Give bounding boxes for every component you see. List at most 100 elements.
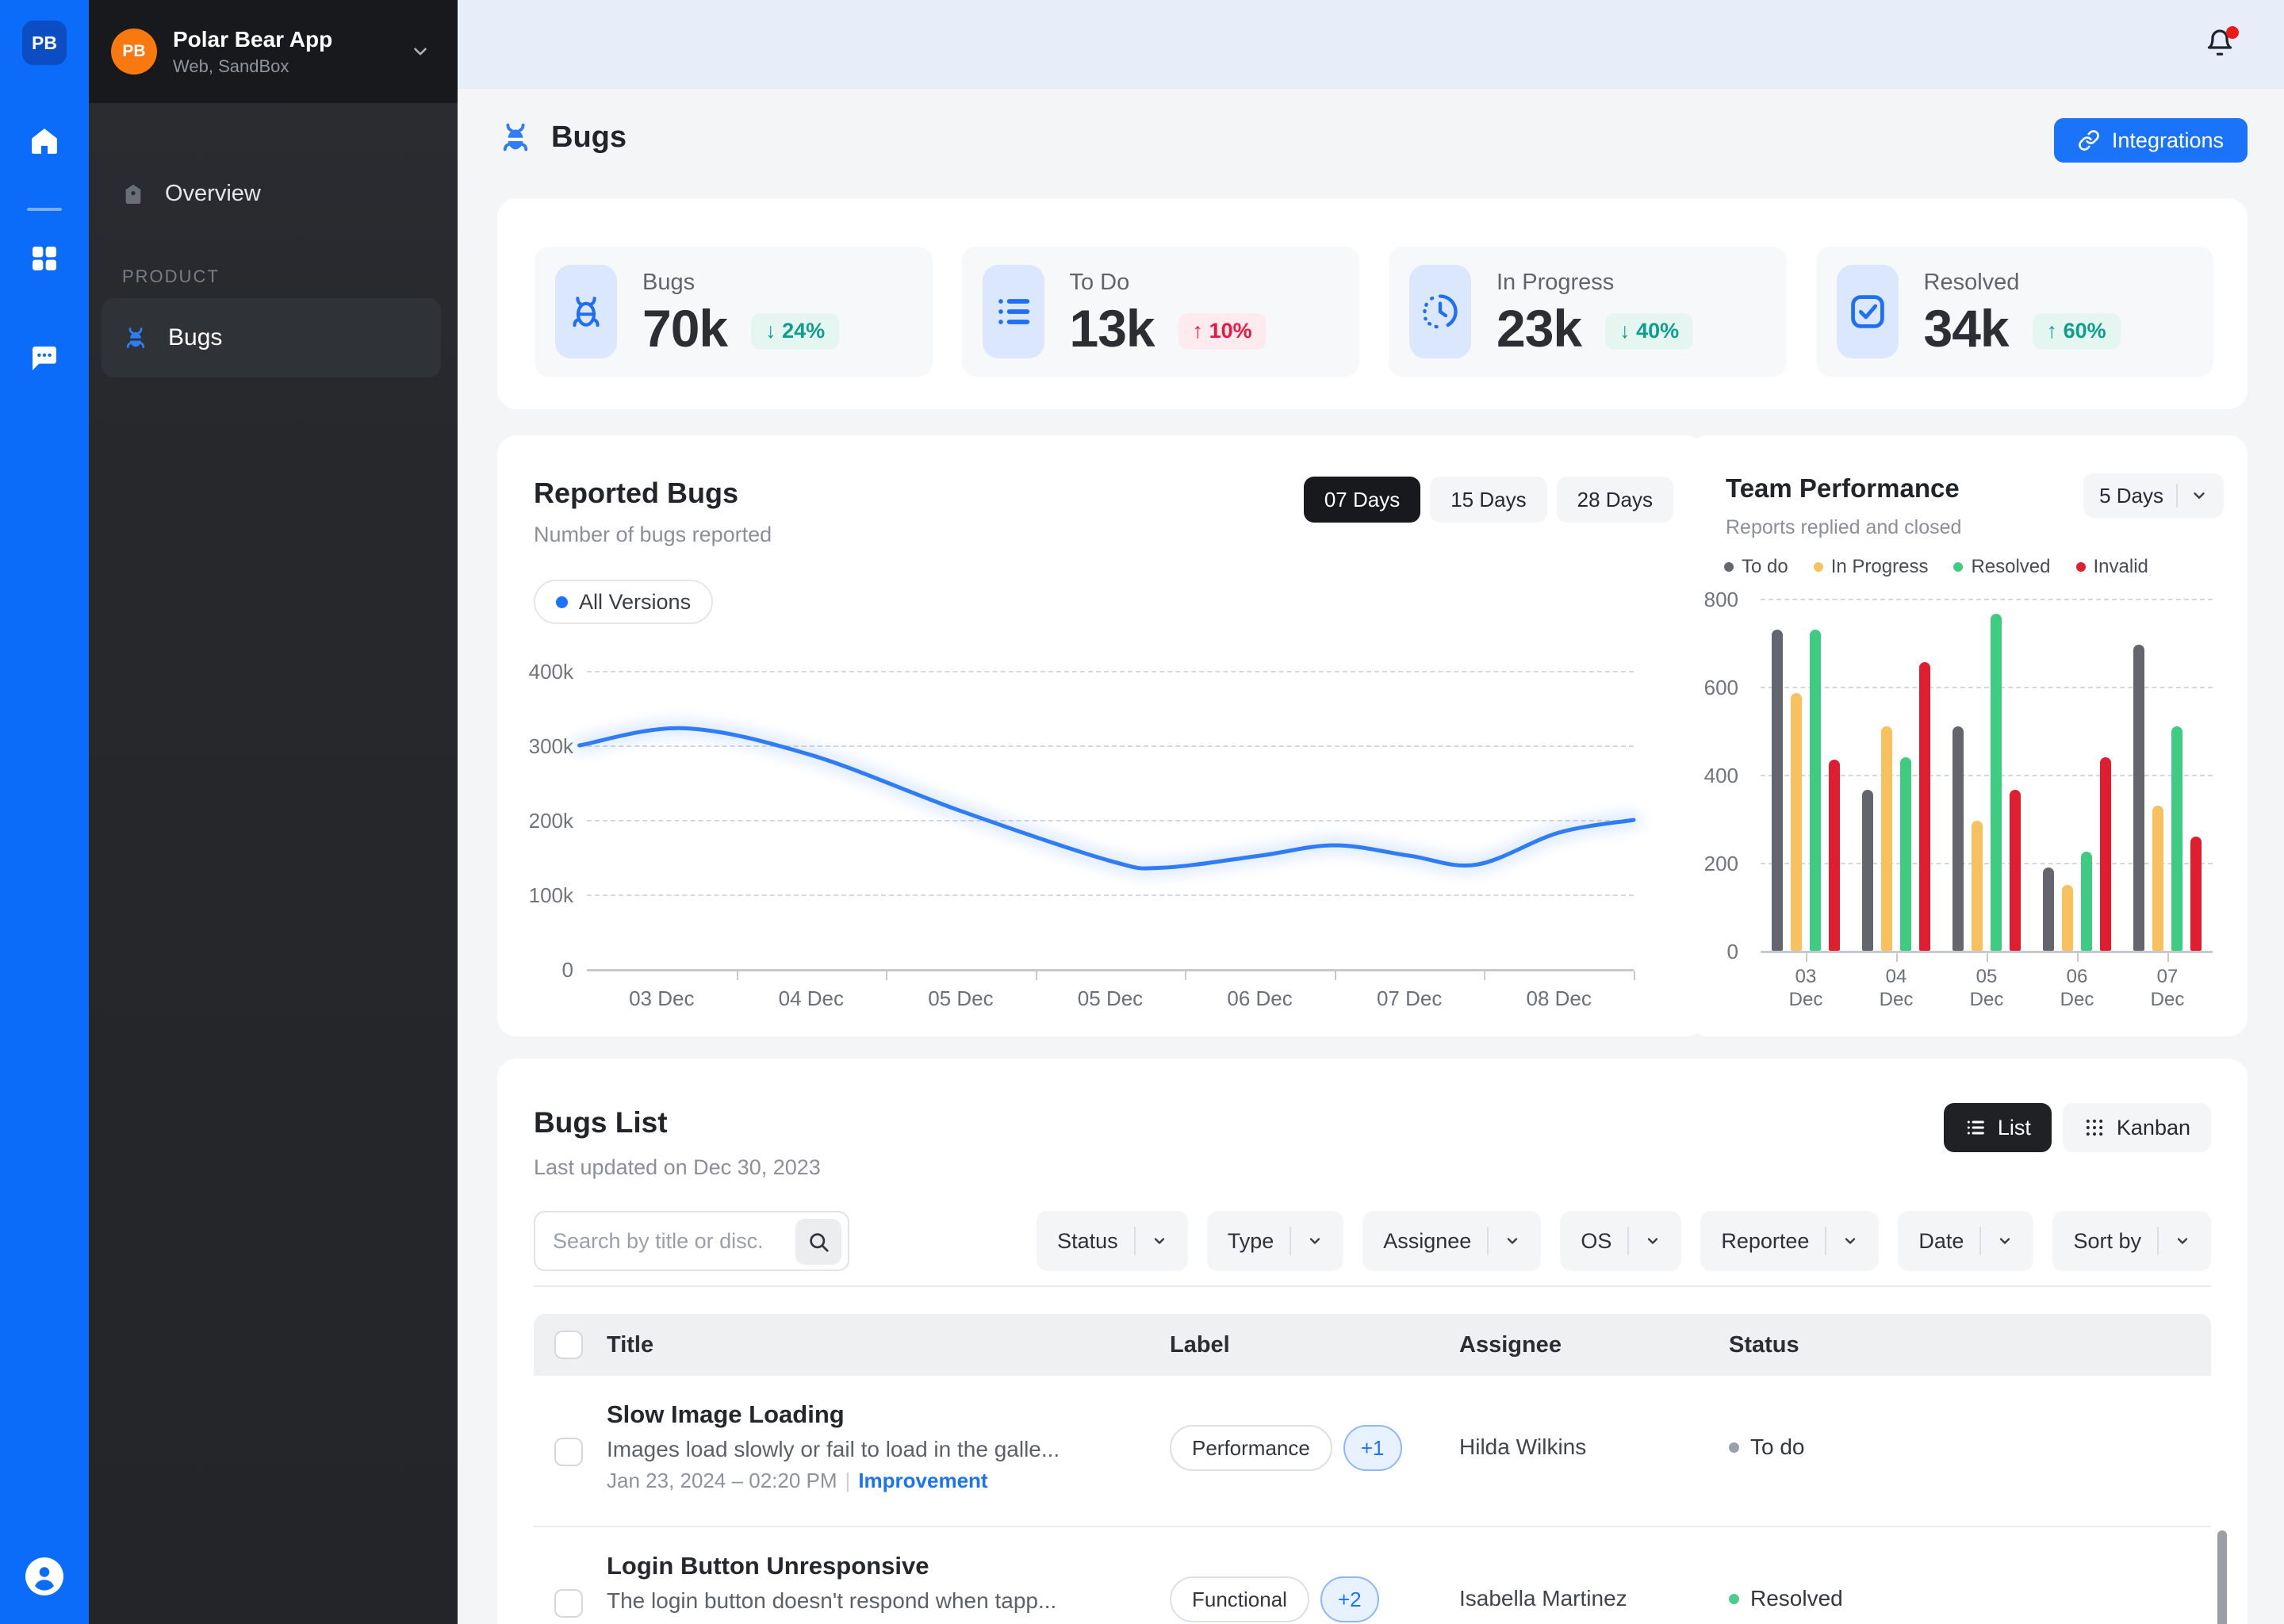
- team-range-value: 5 Days: [2099, 483, 2163, 508]
- row-checkbox[interactable]: [534, 1438, 607, 1466]
- clock-icon: [1409, 265, 1471, 358]
- label-extra-pill[interactable]: +2: [1320, 1576, 1379, 1622]
- gridline: [1761, 775, 2213, 776]
- legend-dot: [1813, 562, 1823, 572]
- filter-status[interactable]: Status: [1037, 1211, 1188, 1271]
- cell-assignee: Isabella Martinez: [1459, 1586, 1627, 1611]
- label-pill[interactable]: Performance: [1170, 1425, 1332, 1471]
- x-axis-label: 04 Dec: [1879, 966, 1914, 1010]
- label-extra-pill[interactable]: +1: [1343, 1425, 1402, 1471]
- workspace-env: Web, SandBox: [173, 56, 289, 76]
- label-pill[interactable]: Functional: [1170, 1576, 1309, 1622]
- filter-sort-by[interactable]: Sort by: [2052, 1211, 2211, 1271]
- stat-value: 34k: [1923, 298, 2010, 358]
- chat-icon[interactable]: [29, 343, 60, 374]
- topbar: [458, 0, 2284, 89]
- y-axis-label: 800: [1703, 588, 1738, 611]
- filter-date[interactable]: Date: [1898, 1211, 2034, 1271]
- axis-tick: [1806, 952, 1807, 962]
- filter-label: Status: [1057, 1228, 1118, 1253]
- table-row[interactable]: Slow Image Loading Images load slowly or …: [534, 1376, 2211, 1527]
- range-button[interactable]: 28 Days: [1556, 477, 1673, 523]
- all-versions-chip[interactable]: All Versions: [534, 580, 714, 624]
- sidebar-item-bugs[interactable]: Bugs: [102, 298, 441, 377]
- legend-dot: [1953, 562, 1964, 572]
- gridline: [587, 745, 1634, 747]
- sidebar-item-label: Bugs: [168, 324, 223, 350]
- chevron-down-icon: [2194, 492, 2205, 499]
- cell-label: Performance +1: [1170, 1425, 1459, 1471]
- apps-grid-icon[interactable]: [29, 243, 60, 274]
- bug-description: The login button doesn't respond when ta…: [607, 1588, 1057, 1613]
- sidebar-item-overview[interactable]: Overview: [121, 181, 261, 207]
- table-scrollbar[interactable]: [2217, 1530, 2227, 1624]
- status-label: To do: [1750, 1434, 1805, 1459]
- filter-os[interactable]: OS: [1560, 1211, 1682, 1271]
- y-axis-label: 0: [1726, 940, 1738, 963]
- axis-tick: [736, 971, 738, 980]
- home-icon[interactable]: [29, 125, 60, 157]
- series-dot: [556, 596, 568, 608]
- bugs-table: Title Label Assignee Status Slow Image Loadi…: [534, 1314, 2211, 1624]
- bug-date: Jan 23, 2024 – 02:20 PM: [607, 1469, 837, 1492]
- x-axis-label: 05 Dec: [1969, 966, 2004, 1010]
- bug-meta: Feb 5, 2024 – 09:45 AM|Bug: [607, 1619, 1170, 1624]
- legend-label: In Progress: [1830, 556, 1929, 577]
- axis-tick: [1896, 952, 1898, 962]
- team-range-dropdown[interactable]: 5 Days: [2083, 473, 2224, 518]
- y-axis-label: 400k: [528, 660, 573, 684]
- filter-reportee[interactable]: Reportee: [1700, 1211, 1880, 1271]
- bar: [2171, 726, 2182, 951]
- user-avatar[interactable]: [25, 1557, 63, 1595]
- filter-divider: [1290, 1227, 1292, 1255]
- y-axis-label: 400: [1703, 764, 1738, 787]
- filter-type[interactable]: Type: [1206, 1211, 1344, 1271]
- tag-icon: [121, 182, 146, 207]
- axis-tick: [1987, 952, 1988, 962]
- bug-meta: Jan 23, 2024 – 02:20 PM | Improvement: [607, 1468, 1170, 1493]
- view-kanban-button[interactable]: Kanban: [2062, 1103, 2211, 1152]
- table-row[interactable]: Login Button Unresponsive The login butto…: [534, 1527, 2211, 1624]
- cell-title: Login Button Unresponsive The login butto…: [607, 1527, 1170, 1624]
- reported-bugs-card: Reported Bugs Number of bugs reported 07…: [497, 435, 1705, 1036]
- rail-divider: [27, 208, 62, 211]
- bug-type[interactable]: Improvement: [858, 1469, 988, 1492]
- range-toggle-group: 07 Days 15 Days 28 Days: [1303, 477, 1673, 523]
- notifications-bell-icon[interactable]: [2205, 29, 2234, 57]
- bar-group: [1953, 586, 2021, 951]
- column-header-status: Status: [1729, 1331, 1799, 1358]
- range-button[interactable]: 15 Days: [1430, 477, 1547, 523]
- search-input[interactable]: [553, 1212, 791, 1270]
- chevron-down-icon: [1997, 1233, 2013, 1249]
- integrations-button[interactable]: Integrations: [2053, 118, 2248, 163]
- bug-type[interactable]: Bug: [848, 1620, 888, 1624]
- divider: [534, 1285, 2211, 1287]
- all-versions-label: All Versions: [579, 589, 692, 614]
- filter-label: OS: [1581, 1228, 1612, 1253]
- filter-assignee[interactable]: Assignee: [1362, 1211, 1542, 1271]
- view-label: List: [1997, 1115, 2031, 1139]
- range-button[interactable]: 07 Days: [1303, 477, 1421, 523]
- workspace-logo[interactable]: PB: [22, 21, 67, 65]
- axis-tick: [2077, 952, 2079, 962]
- legend-item: Invalid: [2075, 556, 2148, 578]
- search-icon[interactable]: [795, 1219, 841, 1265]
- page-title: Bugs: [551, 120, 627, 154]
- chevron-down-icon: [1645, 1233, 1661, 1249]
- bar-chart-legend: To do In Progress Resolved Invalid: [1724, 556, 2148, 578]
- row-checkbox[interactable]: [534, 1589, 607, 1618]
- view-list-button[interactable]: List: [1943, 1103, 2052, 1152]
- workspace-switcher[interactable]: PB Polar Bear App Web, SandBox: [89, 0, 458, 103]
- stat-label: Resolved: [1923, 269, 2020, 295]
- bar-group: [1772, 586, 1840, 951]
- axis-tick: [1484, 971, 1486, 980]
- stat-card: Bugs 70k ↓ 24%: [535, 247, 933, 377]
- bar: [1772, 630, 1783, 951]
- axis-tick: [1634, 971, 1635, 980]
- header-checkbox[interactable]: [534, 1331, 607, 1359]
- team-performance-subtitle: Reports replied and closed: [1726, 516, 1962, 538]
- stat-value: 70k: [642, 298, 728, 358]
- stat-label: Bugs: [642, 269, 696, 295]
- workspace-avatar: PB: [111, 29, 157, 75]
- bar: [1991, 614, 2002, 951]
